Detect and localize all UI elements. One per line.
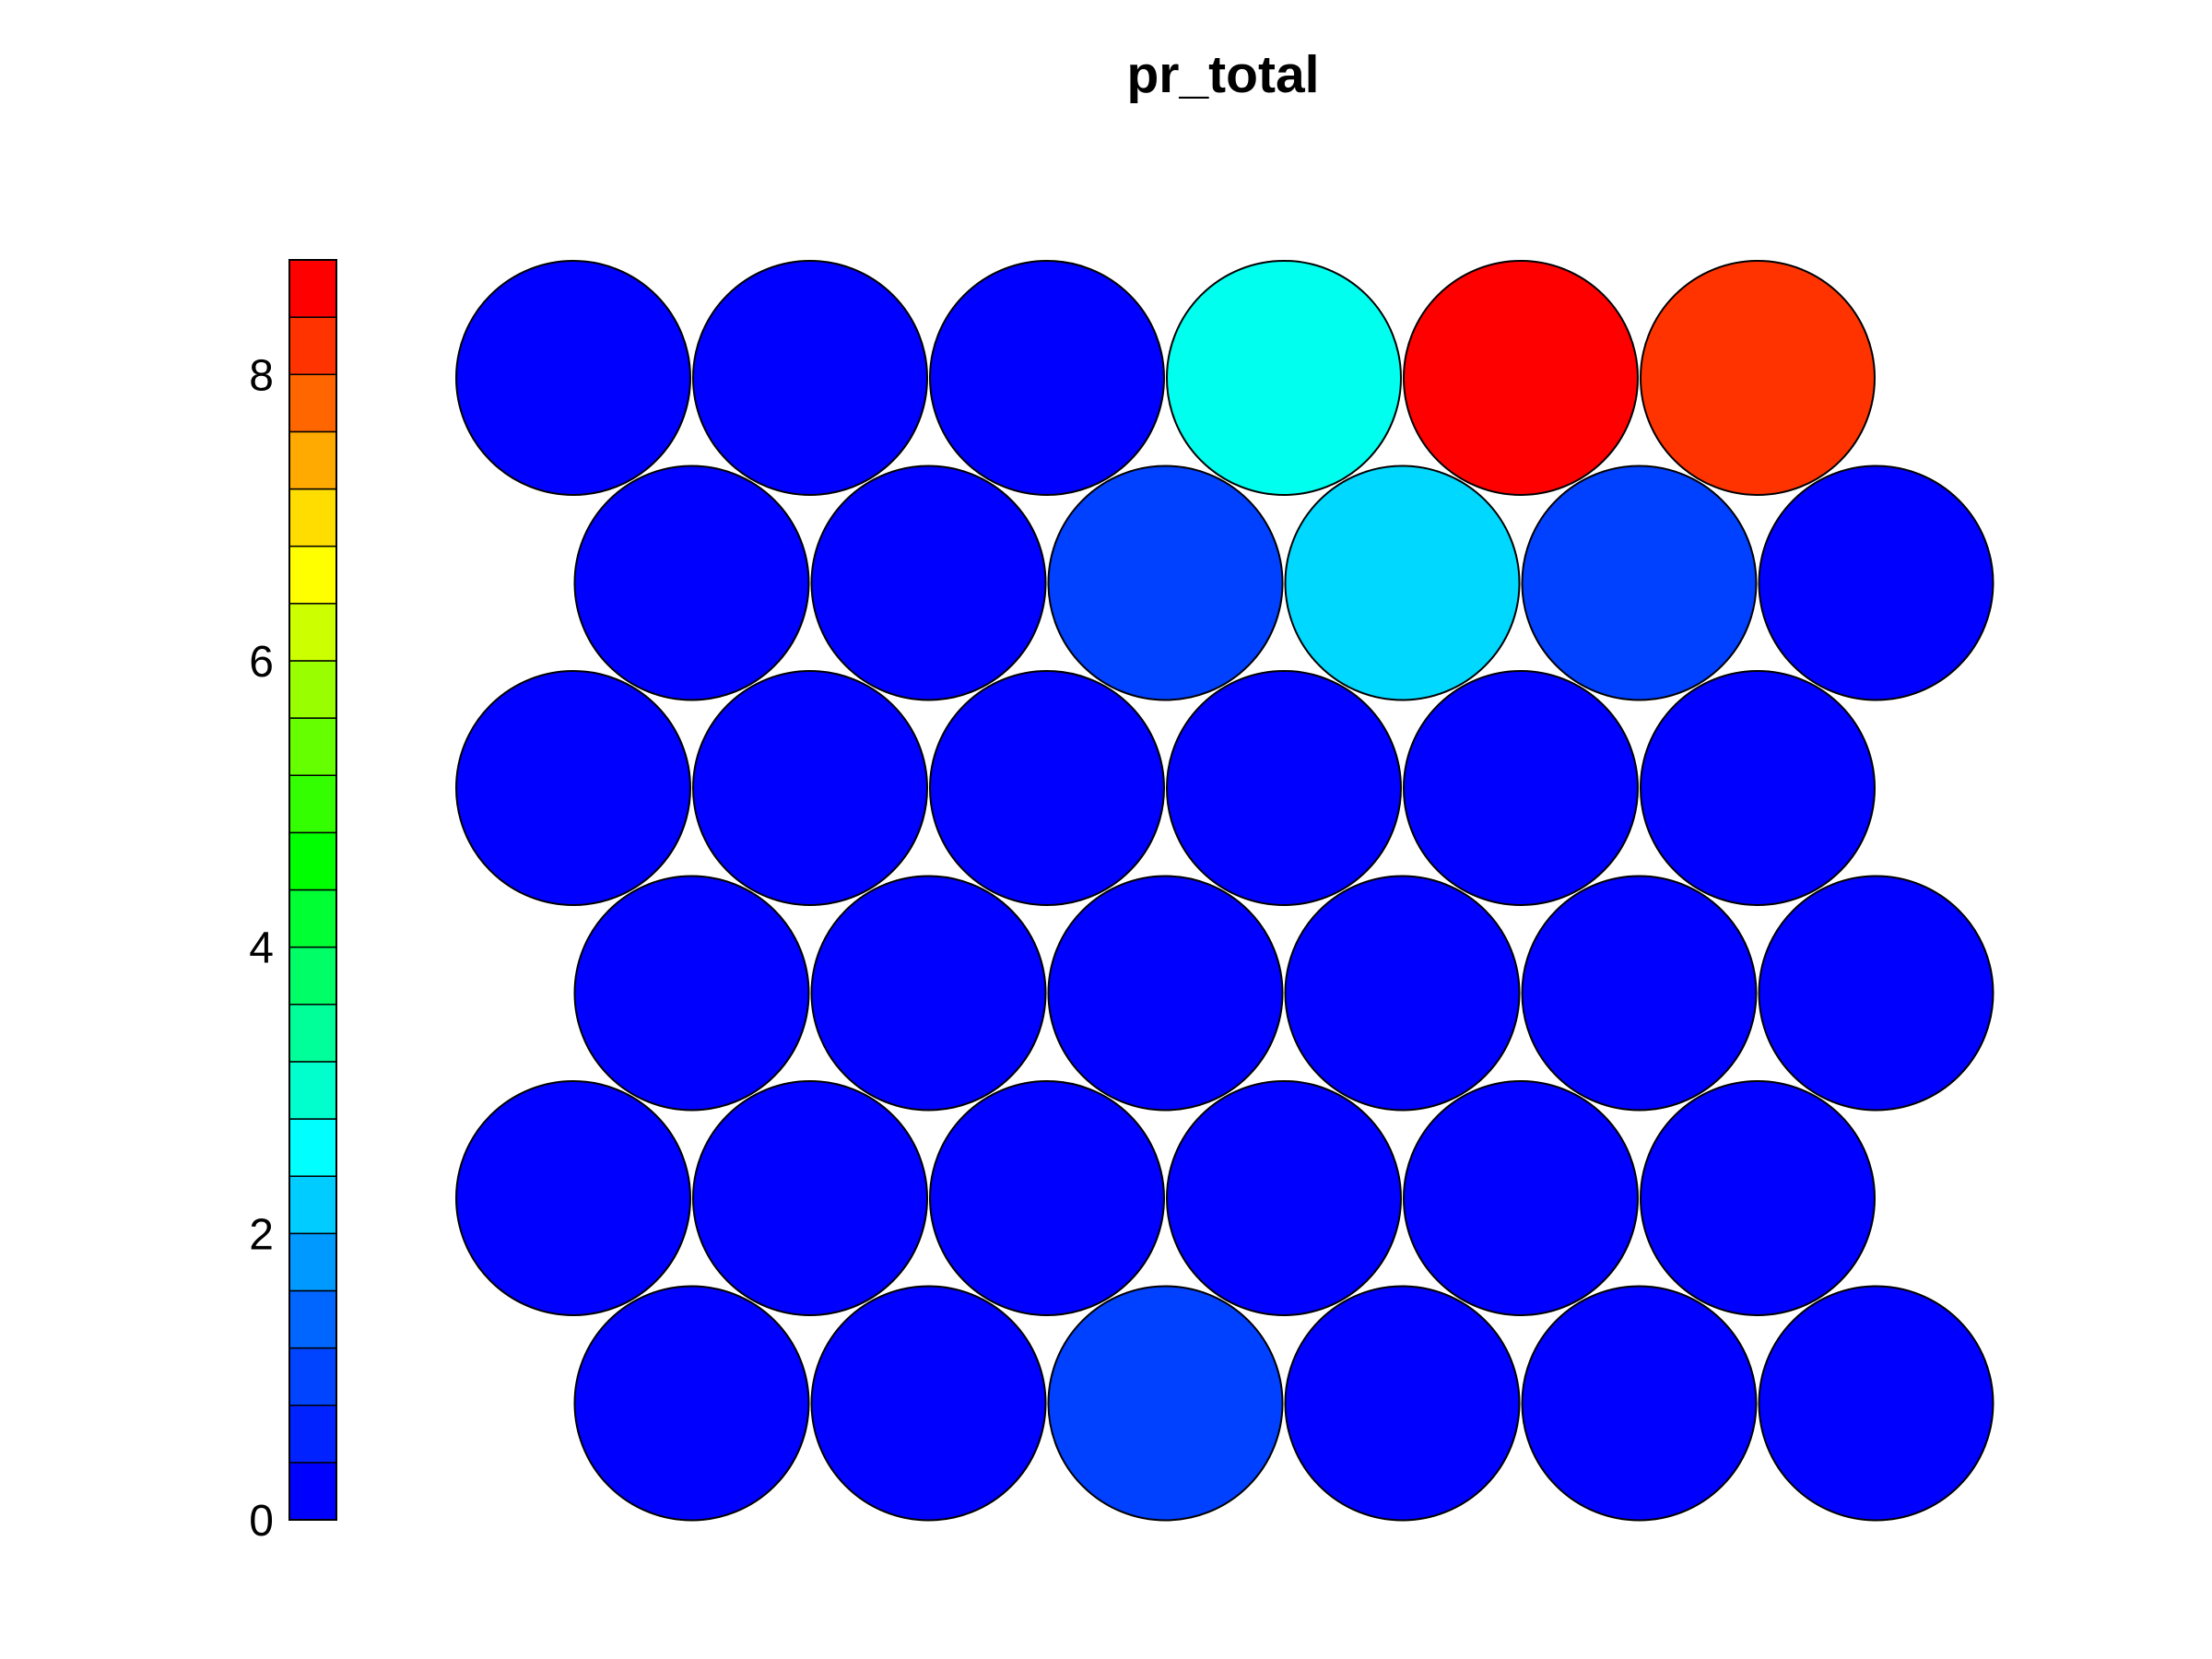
som-node [1166, 260, 1402, 496]
colorbar [288, 259, 337, 1521]
som-node [1521, 465, 1758, 701]
colorbar-tick-label: 0 [249, 1497, 274, 1546]
som-node [573, 1285, 810, 1522]
som-node [1166, 1080, 1402, 1316]
som-node [1284, 1285, 1521, 1522]
som-node [1403, 670, 1639, 906]
som-node [929, 260, 1165, 496]
colorbar-tick-label: 6 [249, 638, 274, 687]
colorbar-segment [288, 430, 337, 490]
som-node [1758, 1285, 1994, 1522]
som-node [1403, 1080, 1639, 1316]
som-node [692, 1080, 928, 1316]
colorbar-segment [288, 1004, 337, 1063]
som-node [1284, 875, 1521, 1112]
som-node [810, 465, 1047, 701]
colorbar-segment [288, 1404, 337, 1464]
som-node [1640, 1080, 1876, 1316]
som-node [1284, 465, 1521, 701]
som-node [573, 465, 810, 701]
colorbar-segment [288, 603, 337, 662]
colorbar-segment [288, 1118, 337, 1177]
colorbar-segment [288, 1289, 337, 1349]
som-node [455, 260, 691, 496]
colorbar-segment [288, 717, 337, 776]
som-node [929, 670, 1165, 906]
colorbar-segment [288, 1175, 337, 1235]
colorbar-segment [288, 1347, 337, 1406]
colorbar-segment [288, 946, 337, 1006]
colorbar-segment [288, 373, 337, 433]
colorbar-segment [288, 545, 337, 605]
chart-title: pr_total [1126, 45, 1319, 104]
som-node [1047, 465, 1284, 701]
som-node [810, 1285, 1047, 1522]
som-node [692, 260, 928, 496]
colorbar-tick-label: 8 [249, 351, 274, 400]
colorbar-tick-label: 4 [249, 924, 274, 973]
som-node [929, 1080, 1165, 1316]
som-node [1521, 1285, 1758, 1522]
colorbar-segment [288, 316, 337, 376]
som-node-grid [455, 260, 1994, 1522]
som-node [810, 875, 1047, 1112]
som-node [455, 670, 691, 906]
colorbar-tick-label: 2 [249, 1210, 274, 1259]
som-node [573, 875, 810, 1112]
colorbar-segment [288, 831, 337, 891]
som-node [1521, 875, 1758, 1112]
som-node [1403, 260, 1639, 496]
som-node [1758, 465, 1994, 701]
som-node [1758, 875, 1994, 1112]
colorbar-segment [288, 774, 337, 834]
som-node [1047, 875, 1284, 1112]
colorbar-tick-labels: 0 2 4 6 8 [249, 351, 274, 1546]
colorbar-segment [288, 259, 337, 318]
som-node [692, 670, 928, 906]
colorbar-segment [288, 1232, 337, 1292]
colorbar-segment [288, 488, 337, 547]
colorbar-segment [288, 1462, 337, 1521]
som-node [455, 1080, 691, 1316]
colorbar-outline [288, 259, 337, 1521]
som-node [1047, 1285, 1284, 1522]
colorbar-segment [288, 660, 337, 719]
som-node [1166, 670, 1402, 906]
som-node [1640, 260, 1876, 496]
colorbar-segment [288, 1061, 337, 1120]
colorbar-segment [288, 888, 337, 948]
som-node [1640, 670, 1876, 906]
